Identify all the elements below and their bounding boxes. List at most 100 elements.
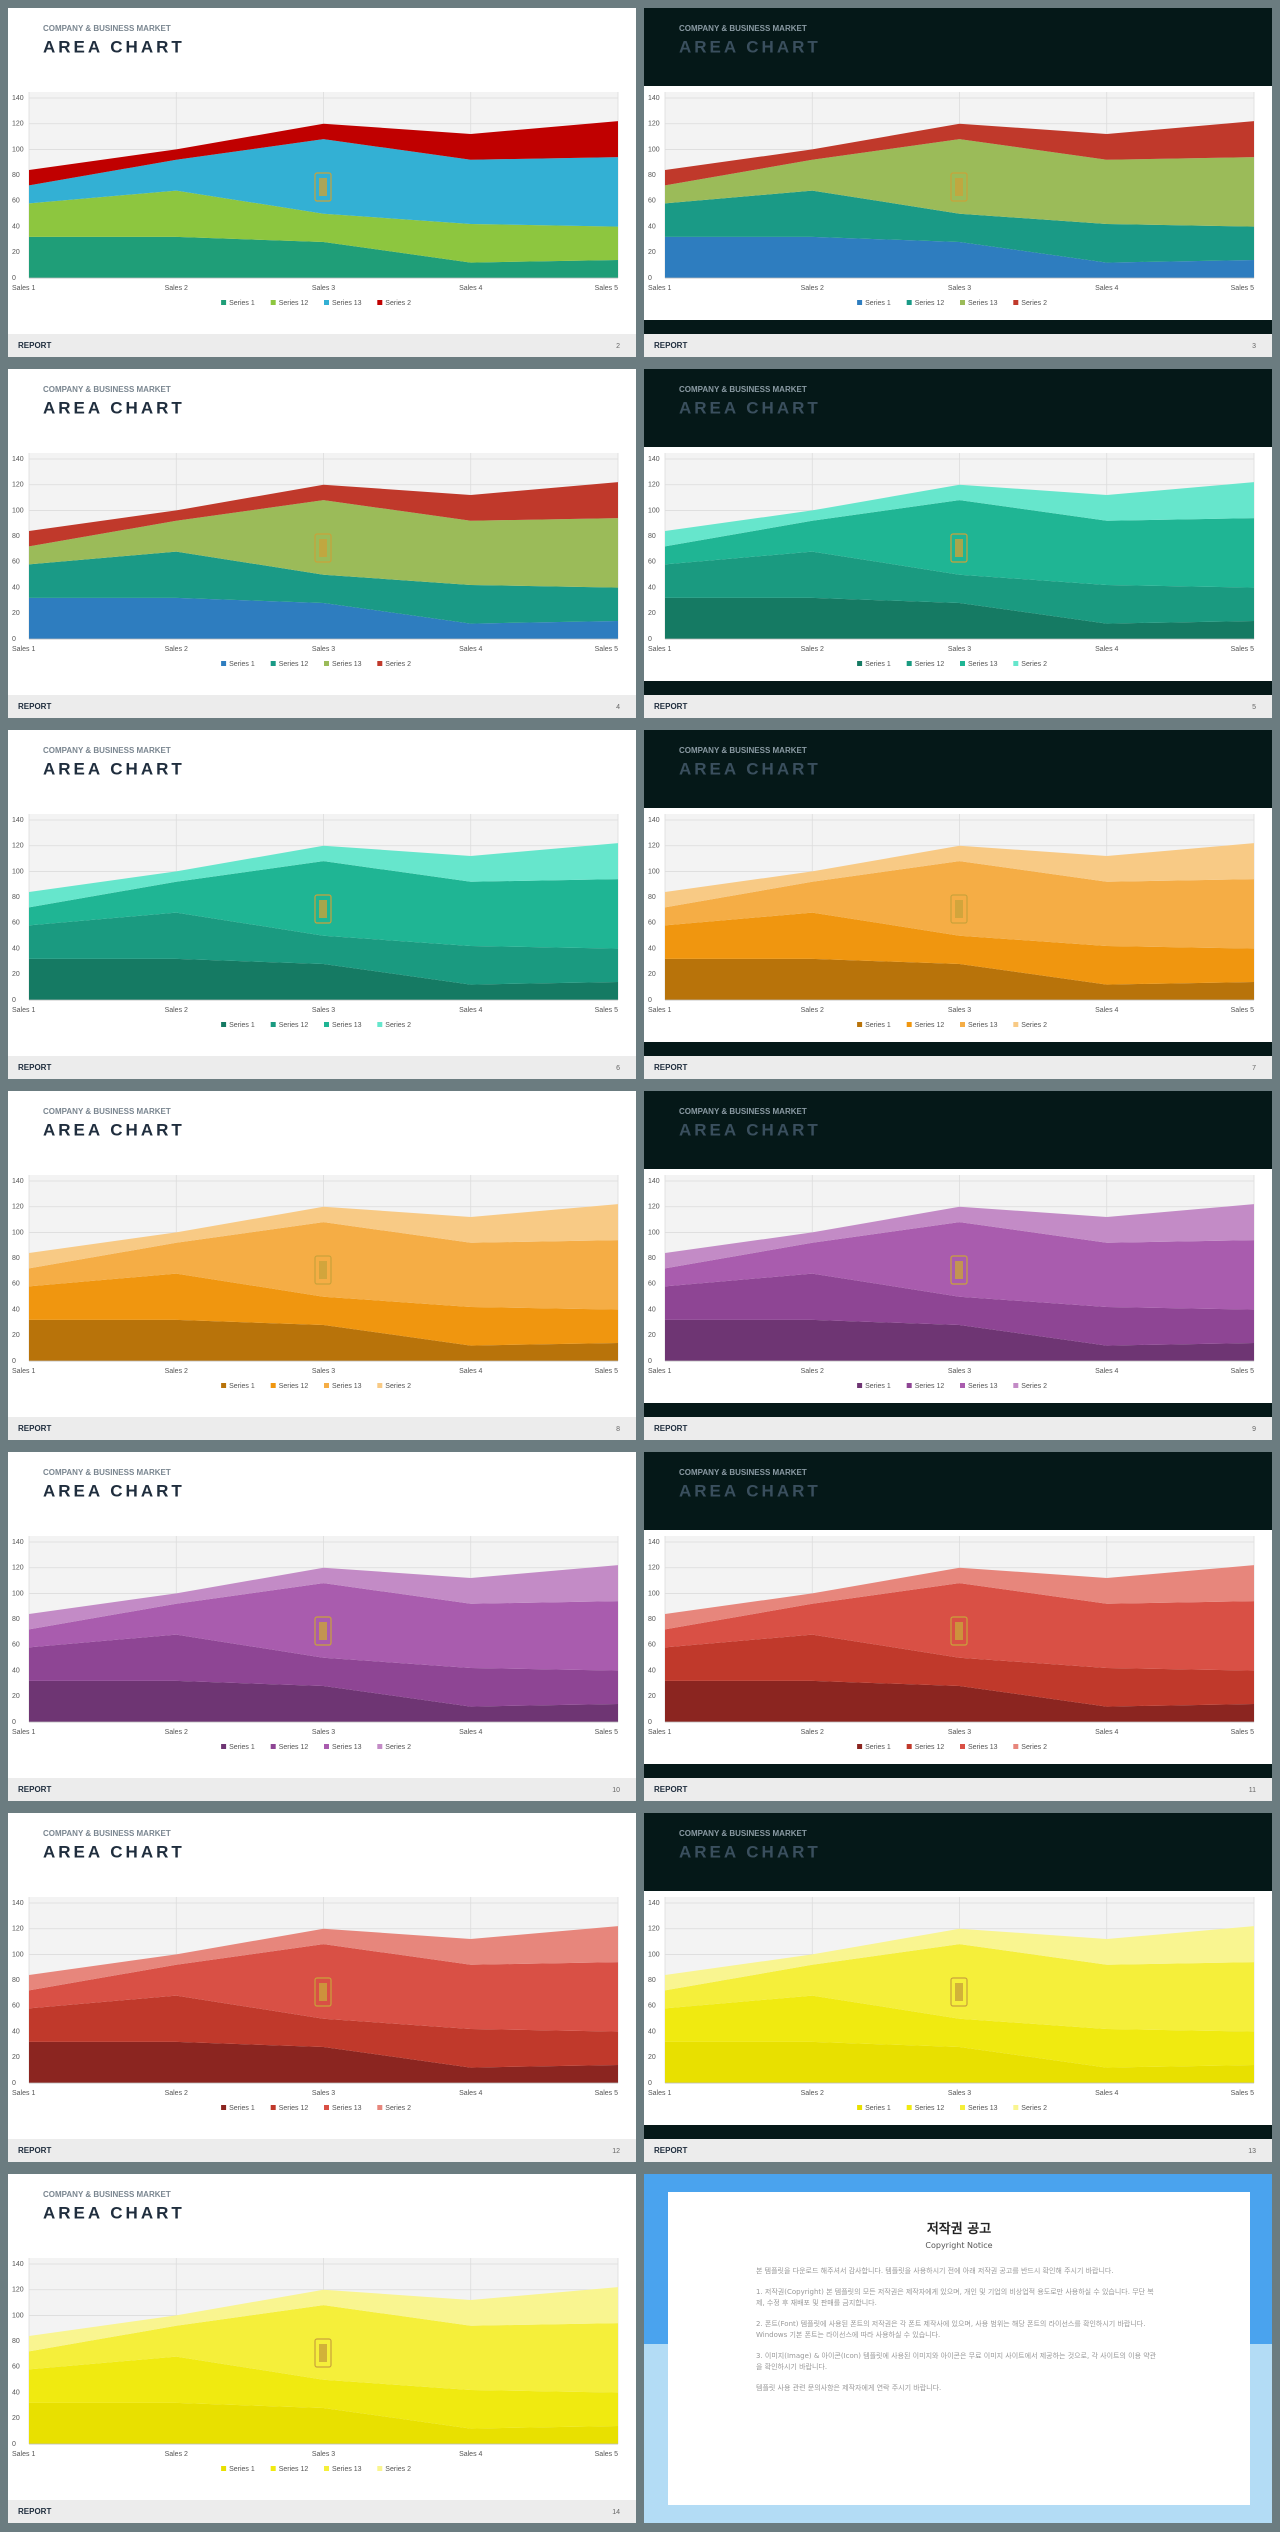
legend-swatch	[221, 1744, 227, 1749]
footer-bar	[8, 1056, 636, 1079]
logo	[950, 894, 968, 924]
x-tick-label: Sales 5	[595, 1007, 618, 1014]
y-tick-label: 0	[12, 275, 16, 282]
x-tick-label: Sales 4	[459, 285, 482, 292]
area-series	[29, 1634, 618, 1707]
y-tick-label: 80	[12, 172, 20, 179]
y-tick-label: 140	[12, 2261, 24, 2268]
legend-label: Series 1	[229, 300, 255, 307]
legend-swatch	[857, 2105, 863, 2110]
footer-label: REPORT	[18, 702, 51, 711]
logo-mark	[319, 178, 327, 196]
x-tick-label: Sales 2	[801, 1368, 824, 1375]
area-series	[29, 1319, 618, 1361]
x-tick-label: Sales 3	[312, 646, 335, 653]
y-tick-label: 40	[12, 945, 20, 952]
footer-label: REPORT	[654, 1785, 687, 1794]
legend-label: Series 2	[385, 1022, 411, 1029]
legend-label: Series 1	[865, 661, 891, 668]
x-tick-label: Sales 1	[648, 1729, 671, 1736]
footer-bar	[644, 1778, 1272, 1801]
legend-swatch	[906, 661, 912, 666]
x-tick-label: Sales 4	[459, 2451, 482, 2458]
x-tick-label: Sales 3	[312, 1729, 335, 1736]
legend-swatch	[960, 300, 965, 305]
legend-swatch	[960, 2105, 965, 2110]
x-tick-label: Sales 2	[165, 646, 188, 653]
page-number: 14	[612, 2509, 620, 2516]
footer-label: REPORT	[654, 341, 687, 350]
legend-label: Series 1	[865, 300, 891, 307]
x-tick-label: Sales 4	[1095, 1729, 1118, 1736]
y-tick-label: 20	[12, 249, 20, 256]
area-series	[665, 1204, 1254, 1269]
area-series	[29, 1204, 618, 1269]
x-tick-label: Sales 3	[948, 1729, 971, 1736]
slide: COMPANY & BUSINESS MARKET AREA CHART 0 20 40…	[644, 369, 1272, 718]
y-tick-label: 100	[12, 146, 24, 153]
y-tick-label: 60	[12, 198, 20, 205]
page-number: 5	[1252, 704, 1256, 711]
x-tick-label: Sales 1	[12, 1007, 35, 1014]
y-tick-label: 100	[12, 507, 24, 514]
x-tick-label: Sales 1	[648, 285, 671, 292]
y-tick-label: 140	[648, 456, 660, 463]
y-tick-label: 80	[648, 1255, 656, 1262]
y-tick-label: 0	[648, 1719, 652, 1726]
legend-label: Series 12	[279, 2466, 309, 2473]
legend-label: Series 13	[968, 2105, 998, 2112]
y-tick-label: 120	[12, 843, 24, 850]
y-tick-label: 0	[648, 1358, 652, 1365]
notice-paragraph: 템플릿 사용 관련 문의사항은 제작자에게 연락 주시기 바랍니다.	[756, 2384, 942, 2392]
legend-swatch	[857, 1383, 863, 1388]
logo-mark	[319, 1622, 327, 1640]
slide-title: AREA CHART	[679, 1120, 821, 1139]
y-tick-label: 80	[12, 1977, 20, 1984]
slide: COMPANY & BUSINESS MARKET AREA CHART 0 20 40…	[8, 1091, 636, 1440]
logo-mark	[319, 539, 327, 557]
y-tick-label: 20	[648, 2054, 656, 2061]
notice-paragraph: 1. 저작권(Copyright) 본 템플릿의 모든 저작권은 제작자에게 있…	[756, 2288, 1154, 2307]
legend-label: Series 1	[865, 2105, 891, 2112]
logo-mark	[955, 178, 963, 196]
page-number: 10	[612, 1787, 620, 1794]
notice-card: 저작권 공고 Copyright Notice 본 템플릿을 다운로드 해주셔서…	[668, 2192, 1250, 2505]
legend-swatch	[270, 300, 276, 305]
legend-swatch	[1013, 2105, 1019, 2110]
legend-label: Series 13	[968, 1744, 998, 1751]
x-tick-label: Sales 5	[1231, 1368, 1254, 1375]
y-tick-label: 0	[12, 2080, 16, 2087]
slide-title: AREA CHART	[43, 398, 185, 417]
y-tick-label: 40	[648, 1667, 656, 1674]
x-tick-label: Sales 3	[948, 285, 971, 292]
y-tick-label: 0	[648, 275, 652, 282]
page-number: 11	[1249, 1787, 1256, 1794]
x-tick-label: Sales 3	[312, 1007, 335, 1014]
y-tick-label: 120	[12, 1204, 24, 1211]
area-series	[665, 1926, 1254, 1991]
y-tick-label: 100	[648, 1229, 660, 1236]
y-tick-label: 120	[12, 2287, 24, 2294]
bottom-band	[644, 2125, 1272, 2139]
y-tick-label: 60	[12, 1642, 20, 1649]
y-tick-label: 60	[12, 920, 20, 927]
y-tick-label: 0	[648, 2080, 652, 2087]
slide: COMPANY & BUSINESS MARKET AREA CHART 0 20 40…	[8, 1452, 636, 1801]
legend-label: Series 1	[229, 661, 255, 668]
logo-mark	[319, 2344, 327, 2362]
slide-kicker: COMPANY & BUSINESS MARKET	[43, 385, 171, 394]
legend-label: Series 1	[865, 1383, 891, 1390]
legend-swatch	[906, 1744, 912, 1749]
legend-label: Series 1	[229, 1744, 255, 1751]
area-series	[665, 1995, 1254, 2068]
legend-label: Series 12	[279, 1744, 309, 1751]
footer-bar	[8, 1778, 636, 1801]
y-tick-label: 80	[648, 894, 656, 901]
y-tick-label: 40	[648, 2028, 656, 2035]
legend-swatch	[324, 2466, 329, 2471]
legend-label: Series 2	[1021, 1383, 1047, 1390]
logo	[950, 1255, 968, 1285]
legend-swatch	[960, 1022, 965, 1027]
y-tick-label: 120	[12, 1926, 24, 1933]
